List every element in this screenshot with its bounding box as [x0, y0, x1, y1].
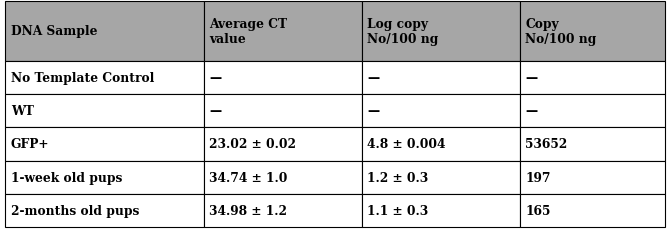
Bar: [5, 128, 204, 161]
Bar: [520, 62, 665, 95]
Text: 1-week old pups: 1-week old pups: [11, 171, 122, 184]
Text: 34.98 ± 1.2: 34.98 ± 1.2: [209, 204, 287, 217]
Bar: [204, 128, 362, 161]
Text: Copy
No/100 ng: Copy No/100 ng: [525, 18, 597, 46]
Bar: [362, 62, 520, 95]
Bar: [204, 95, 362, 128]
Text: DNA Sample: DNA Sample: [11, 25, 97, 38]
Bar: [5, 161, 204, 194]
Bar: [520, 194, 665, 227]
Text: —: —: [209, 105, 221, 118]
Bar: [5, 95, 204, 128]
Text: 4.8 ± 0.004: 4.8 ± 0.004: [367, 138, 446, 151]
Text: GFP+: GFP+: [11, 138, 49, 151]
Text: —: —: [367, 72, 379, 85]
Text: Average CT
value: Average CT value: [209, 18, 287, 46]
Bar: [520, 2, 665, 62]
Text: No Template Control: No Template Control: [11, 72, 154, 85]
Text: —: —: [367, 105, 379, 118]
Bar: [362, 161, 520, 194]
Bar: [362, 95, 520, 128]
Bar: [5, 62, 204, 95]
Text: 34.74 ± 1.0: 34.74 ± 1.0: [209, 171, 287, 184]
Bar: [204, 194, 362, 227]
Bar: [362, 194, 520, 227]
Bar: [520, 161, 665, 194]
Text: 2-months old pups: 2-months old pups: [11, 204, 139, 217]
Text: —: —: [525, 105, 537, 118]
Text: —: —: [209, 72, 221, 85]
Bar: [204, 2, 362, 62]
Bar: [5, 194, 204, 227]
Text: 53652: 53652: [525, 138, 567, 151]
Text: 23.02 ± 0.02: 23.02 ± 0.02: [209, 138, 296, 151]
Text: 165: 165: [525, 204, 551, 217]
Text: WT: WT: [11, 105, 34, 118]
Text: 1.1 ± 0.3: 1.1 ± 0.3: [367, 204, 429, 217]
Text: 197: 197: [525, 171, 551, 184]
Bar: [204, 161, 362, 194]
Bar: [5, 2, 204, 62]
Text: Log copy
No/100 ng: Log copy No/100 ng: [367, 18, 439, 46]
Bar: [204, 62, 362, 95]
Bar: [362, 2, 520, 62]
Bar: [362, 128, 520, 161]
Text: —: —: [525, 72, 537, 85]
Text: 1.2 ± 0.3: 1.2 ± 0.3: [367, 171, 429, 184]
Bar: [520, 95, 665, 128]
Bar: [520, 128, 665, 161]
